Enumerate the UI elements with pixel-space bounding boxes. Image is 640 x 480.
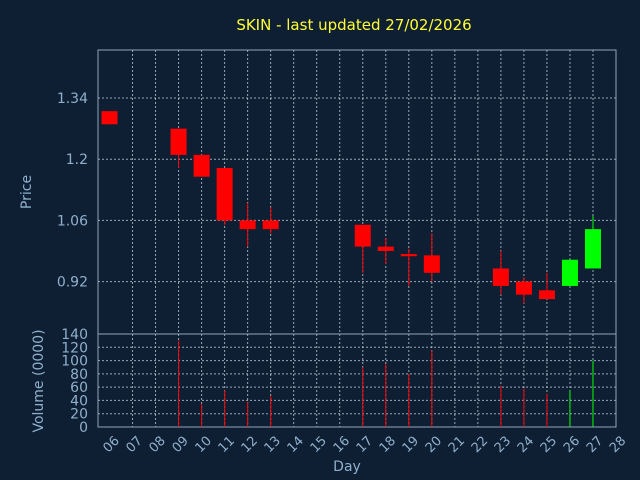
candle	[538, 272, 555, 300]
candle-body	[561, 259, 578, 286]
candle-body	[354, 224, 371, 247]
candle-body	[423, 255, 440, 273]
candle-body	[538, 290, 555, 300]
candle-body	[193, 154, 210, 177]
price-tick-label: 1.34	[57, 91, 88, 107]
candle	[354, 224, 371, 273]
volume-tick-label: 80	[70, 367, 88, 383]
candle	[239, 202, 256, 247]
candle	[584, 216, 601, 269]
volume-tick-label: 20	[70, 407, 88, 423]
day-axis: 06 07 08 09 10 11 12 13 14 15 16 17 18 19 20 21 22 23 24 25…	[100, 434, 629, 456]
candle	[216, 167, 233, 225]
volume-bars	[178, 340, 594, 427]
candle	[262, 207, 279, 234]
candle	[400, 248, 417, 286]
volume-tick-label: 140	[61, 327, 88, 343]
price-axis-label: Price	[19, 175, 35, 209]
candle-body	[584, 229, 601, 269]
price-tick-label: 1.06	[57, 213, 88, 229]
price-tick-label: 0.92	[57, 275, 88, 291]
x-axis-label: Day	[333, 459, 361, 475]
candle	[193, 154, 210, 177]
candle-body	[170, 128, 187, 155]
candle-body	[515, 281, 532, 295]
candle-body	[377, 246, 394, 251]
candle	[170, 128, 187, 168]
candle-body	[239, 220, 256, 230]
candle	[492, 250, 509, 295]
chart-title: SKIN - last updated 27/02/2026	[236, 16, 471, 34]
volume-tick-label: 120	[61, 340, 88, 356]
candle-body	[216, 167, 233, 221]
volume-tick-label: 0	[79, 420, 88, 436]
price-tick-label: 1.2	[66, 152, 88, 168]
volume-tick-label: 60	[70, 380, 88, 396]
volume-tick-label: 40	[70, 393, 88, 409]
candle	[561, 259, 578, 286]
candle-body	[492, 268, 509, 286]
candles	[101, 111, 601, 304]
volume-panel-frame	[97, 333, 617, 428]
price-axis: 1.34 1.2 1.06 0.92	[57, 91, 88, 291]
candle	[423, 233, 440, 282]
candle	[101, 111, 118, 125]
candle	[377, 237, 394, 265]
volume-axis-label: Volume (0000)	[31, 329, 47, 432]
candle-body	[262, 220, 279, 230]
candle-body	[101, 111, 118, 125]
candle-body	[400, 254, 417, 257]
candle	[515, 277, 532, 304]
volume-tick-label: 100	[61, 354, 88, 370]
